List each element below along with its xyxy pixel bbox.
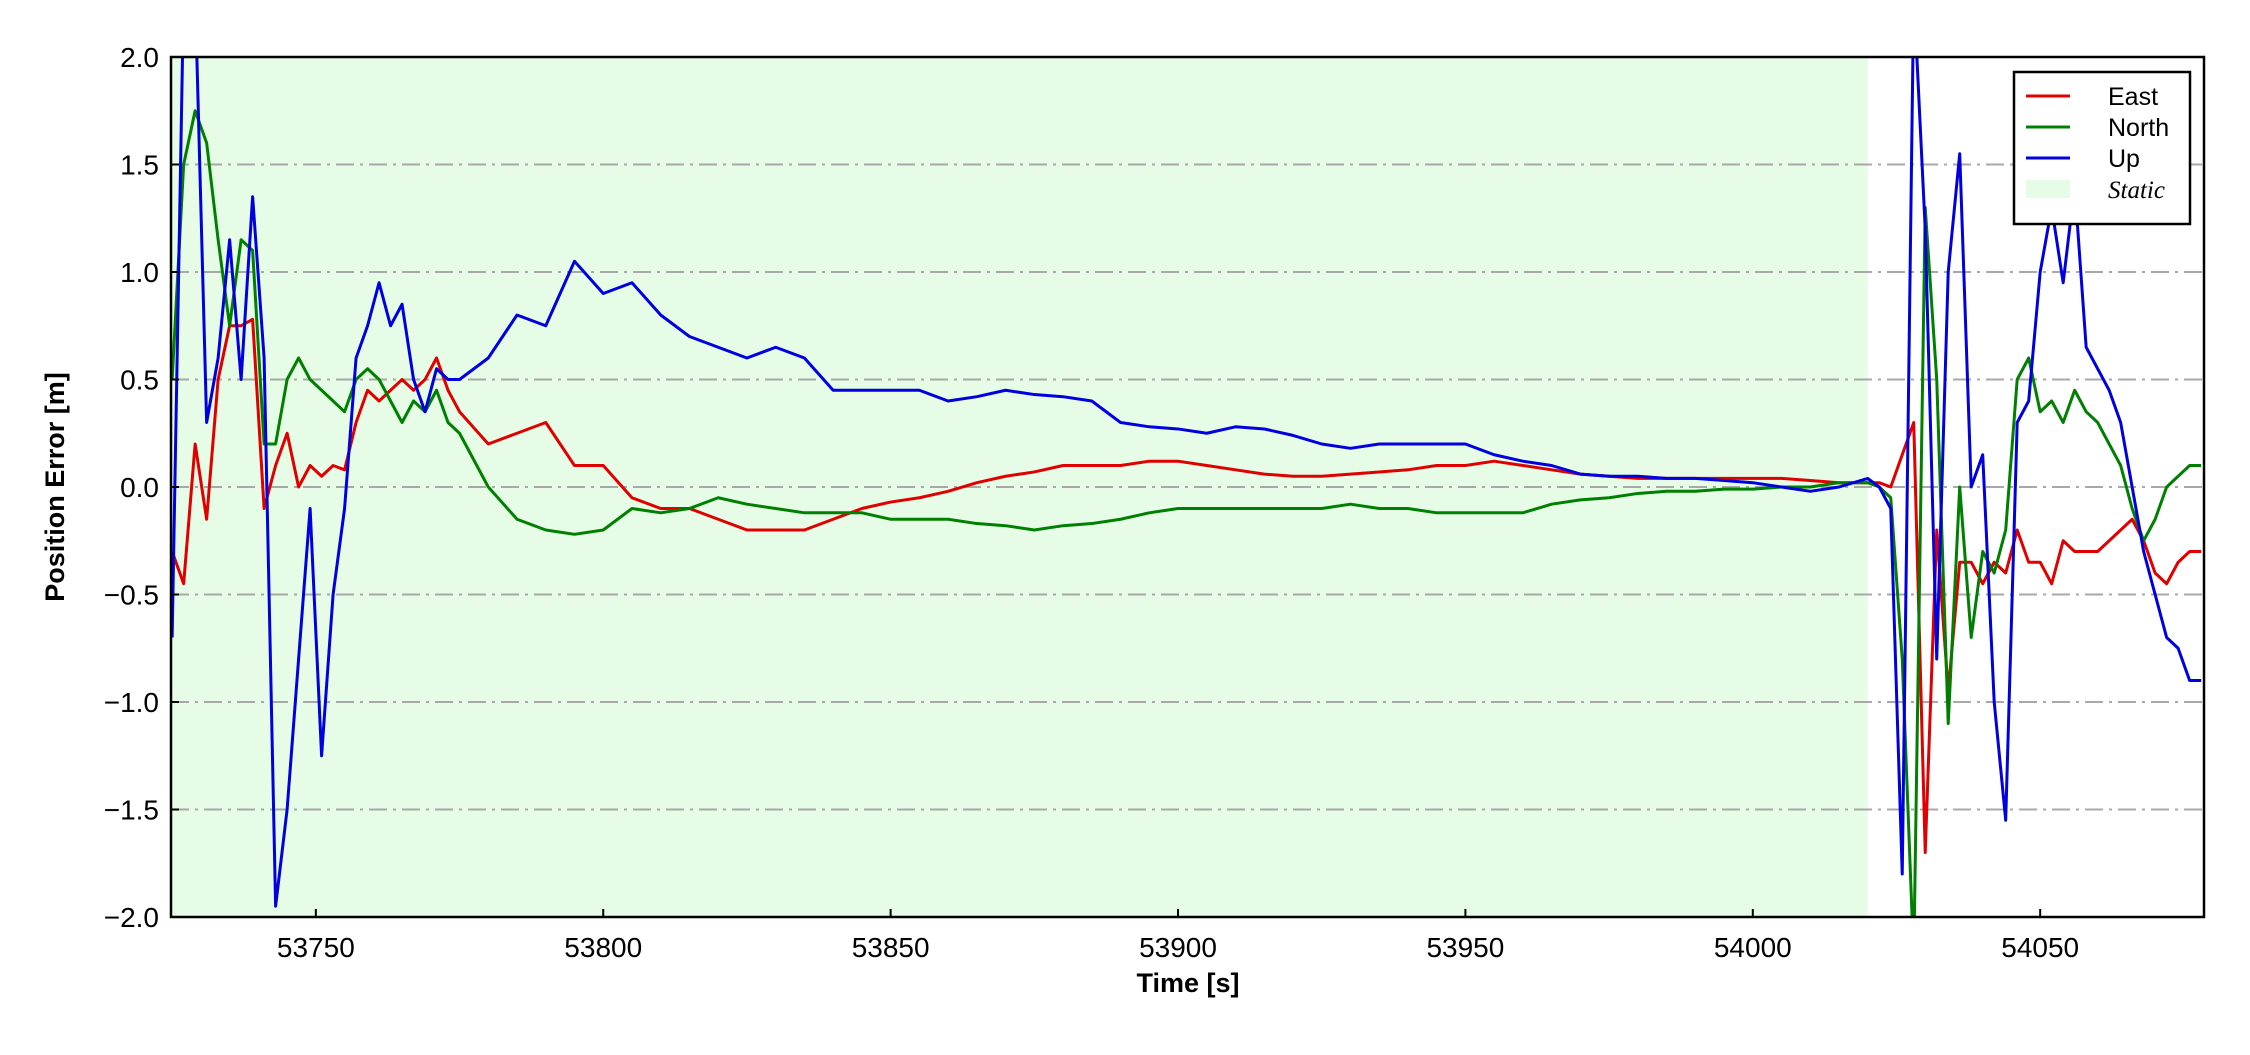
legend-label: Static: [2108, 177, 2165, 204]
legend-swatch: [2026, 180, 2070, 198]
x-tick-label: 53900: [1139, 932, 1217, 963]
y-tick-label: −1.5: [104, 795, 159, 826]
x-tick-label: 54000: [1714, 932, 1792, 963]
series-line: [171, 57, 2202, 908]
series-line: [171, 109, 2202, 917]
x-tick-label: 53750: [277, 932, 355, 963]
y-tick-label: 1.5: [120, 150, 159, 181]
y-tick-label: −1.0: [104, 687, 159, 718]
x-tick-label: 54050: [2001, 932, 2079, 963]
y-tick-label: 0.0: [120, 472, 159, 503]
y-tick-label: 2.0: [120, 42, 159, 73]
x-axis-label: Time [s]: [1136, 968, 1239, 998]
x-tick-label: 53800: [564, 932, 642, 963]
y-tick-label: −0.5: [104, 580, 159, 611]
y-axis-label: Position Error [m]: [40, 372, 70, 602]
legend-label: East: [2108, 83, 2158, 111]
static-region: [171, 57, 1868, 917]
x-tick-label: 53950: [1426, 932, 1504, 963]
y-tick-label: 0.5: [120, 365, 159, 396]
y-tick-label: 1.0: [120, 257, 159, 288]
legend-label: North: [2108, 114, 2169, 142]
x-tick-label: 53850: [852, 932, 930, 963]
series-line: [171, 317, 2202, 854]
legend-label: Up: [2108, 145, 2140, 173]
y-tick-label: −2.0: [104, 902, 159, 933]
